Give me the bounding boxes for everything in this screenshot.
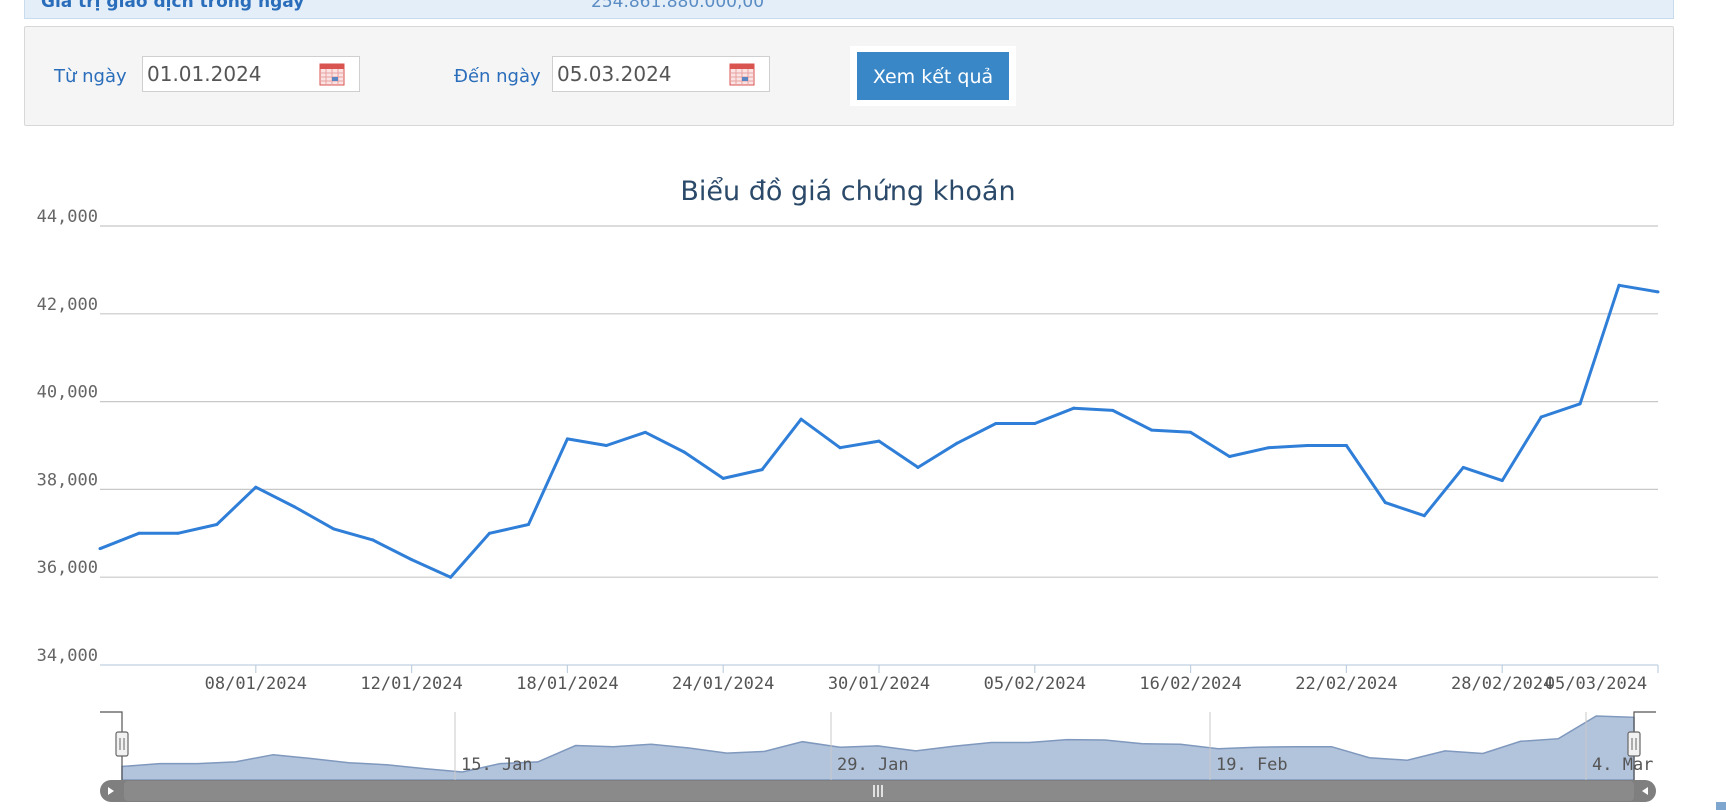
data-point[interactable] [565, 437, 569, 441]
x-tick-label: 18/01/2024 [516, 674, 618, 694]
data-point[interactable] [1072, 406, 1076, 410]
view-results-button[interactable]: Xem kết quả [857, 52, 1009, 100]
navigator-handle[interactable] [1627, 731, 1641, 757]
data-point[interactable] [526, 523, 530, 527]
navigator-frame [1633, 711, 1656, 780]
data-point[interactable] [488, 531, 491, 535]
x-tick-label: 24/01/2024 [672, 674, 774, 694]
y-tick-label: 36,000 [37, 558, 98, 578]
navigator-label: 19. Feb [1216, 755, 1288, 775]
navigator-frame [100, 711, 123, 780]
data-point[interactable] [215, 523, 219, 527]
data-point[interactable] [1267, 446, 1270, 450]
scroll-right-arrow-icon[interactable] [1642, 787, 1648, 795]
data-point[interactable] [760, 468, 764, 472]
x-axis: 08/01/2024 12/01/2024 18/01/2024 24/01/2024… [205, 665, 1659, 694]
to-date-input[interactable] [557, 61, 717, 87]
navigator-handle[interactable] [115, 731, 129, 757]
calendar-icon[interactable] [319, 62, 345, 86]
y-tick-label: 40,000 [37, 383, 98, 403]
price-series-line[interactable] [99, 283, 1659, 579]
x-tick-label: 16/02/2024 [1139, 674, 1241, 694]
navigator-label: 15. Jan [461, 755, 533, 775]
y-tick-label: 42,000 [37, 295, 98, 315]
scroll-left-arrow-icon[interactable] [108, 787, 114, 795]
data-point[interactable] [1111, 408, 1115, 412]
data-point[interactable] [643, 430, 647, 434]
data-point[interactable] [1539, 415, 1543, 419]
data-point[interactable] [1461, 465, 1465, 469]
scrollbar-thumb[interactable] [124, 781, 1634, 801]
trading-value: 254.861.880.000,00 [591, 0, 765, 12]
navigator-label: 4. Mar [1592, 755, 1653, 775]
data-point[interactable] [682, 450, 686, 454]
x-tick-label: 28/02/2024 [1451, 674, 1553, 694]
plot-area[interactable] [98, 283, 1660, 579]
data-point[interactable] [449, 575, 453, 579]
data-point[interactable] [721, 476, 725, 480]
chart-title: Biểu đồ giá chứng khoán [680, 176, 1015, 207]
navigator-series-area [121, 715, 1635, 781]
data-point[interactable] [1228, 454, 1232, 458]
data-point[interactable] [994, 422, 998, 426]
to-date-field[interactable] [552, 56, 770, 92]
x-tick-label: 30/01/2024 [828, 674, 930, 694]
data-point[interactable] [1150, 428, 1154, 432]
x-tick-label: 08/01/2024 [205, 674, 307, 694]
y-tick-label: 44,000 [37, 207, 98, 227]
data-point[interactable] [604, 444, 608, 447]
data-point[interactable] [877, 439, 881, 443]
data-point[interactable] [1422, 514, 1426, 518]
y-tick-label: 34,000 [37, 646, 98, 666]
y-tick-label: 38,000 [37, 470, 98, 490]
stock-price-chart: Biểu đồ giá chứng khoán 44,000 42,000 40,0… [37, 176, 1660, 802]
resize-corner [1716, 802, 1726, 810]
data-point[interactable] [1033, 422, 1037, 426]
data-point[interactable] [371, 538, 375, 542]
data-point[interactable] [1656, 290, 1660, 294]
data-point[interactable] [916, 465, 920, 469]
data-point[interactable] [1617, 283, 1621, 287]
navigator-label: 29. Jan [837, 755, 909, 775]
data-point[interactable] [1500, 479, 1504, 483]
data-point[interactable] [98, 547, 102, 551]
submit-button-wrapper: Xem kết quả [850, 46, 1016, 106]
calendar-icon[interactable] [729, 62, 755, 86]
from-date-label: Từ ngày [54, 66, 127, 87]
data-point[interactable] [799, 417, 803, 421]
grid-lines [100, 225, 1658, 666]
x-tick-label: 05/02/2024 [984, 674, 1086, 694]
y-axis: 44,000 42,000 40,000 38,000 36,000 34,000 [37, 207, 98, 666]
to-date-label: Đến ngày [454, 66, 541, 87]
from-date-field[interactable] [142, 56, 360, 92]
data-point[interactable] [838, 446, 842, 450]
data-point[interactable] [1383, 501, 1387, 505]
data-point[interactable] [955, 441, 959, 445]
data-point[interactable] [137, 531, 141, 535]
data-point[interactable] [1305, 444, 1309, 447]
data-point[interactable] [332, 527, 336, 531]
x-tick-label: 22/02/2024 [1295, 674, 1397, 694]
data-point[interactable] [1344, 444, 1348, 447]
x-tick-label: 12/01/2024 [360, 674, 462, 694]
data-point[interactable] [254, 485, 258, 489]
trading-value-label: Giá trị giao dịch trong ngày [41, 0, 305, 12]
trading-value-bar: Giá trị giao dịch trong ngày 254.861.880… [24, 0, 1674, 19]
navigator[interactable]: 15. Jan 29. Jan 19. Feb 4. Mar [100, 711, 1656, 802]
data-point[interactable] [410, 558, 414, 562]
from-date-input[interactable] [147, 61, 307, 87]
data-point[interactable] [1189, 430, 1193, 434]
data-point[interactable] [1578, 402, 1582, 406]
data-point[interactable] [176, 531, 180, 535]
x-tick-label: 05/03/2024 [1545, 674, 1647, 694]
data-point[interactable] [293, 505, 297, 509]
